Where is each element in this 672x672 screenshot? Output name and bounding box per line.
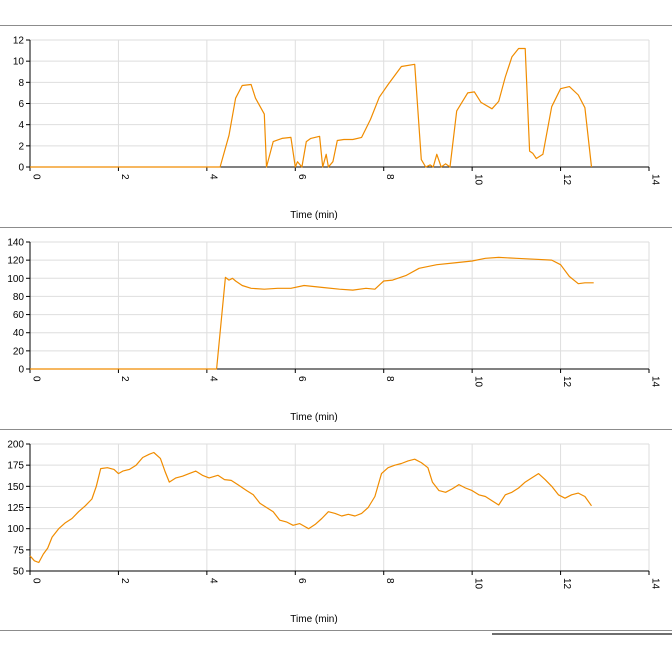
chart-panel-2: 0 20 40 60 80 100 120 140 0 2 4 6 8 10 12 14 Time (min): [0, 227, 672, 428]
x-tick-label: 10: [473, 376, 484, 388]
y-tick-label: 60: [13, 310, 25, 321]
x-tick-label: 10: [473, 174, 484, 186]
y-tick-label: 150: [7, 482, 24, 493]
line-chart-2: 0 20 40 60 80 100 120 140 0 2 4 6 8 10 12 14 Time (min): [7, 238, 661, 424]
y-tick-label: 20: [13, 346, 25, 357]
x-tick-label: 14: [650, 578, 661, 590]
y-tick-label: 4: [18, 120, 24, 131]
y-tick-label: 40: [13, 328, 25, 339]
x-tick-label: 6: [296, 578, 307, 584]
y-tick-label: 100: [7, 274, 24, 285]
x-tick-label: 10: [473, 578, 484, 590]
series-line: [29, 451, 592, 564]
line-chart-1: 0 2 4 6 8 10 12 0 2 4 6 8 10 12 14 Time (min): [13, 36, 661, 222]
x-tick-label: 14: [650, 174, 661, 186]
x-tick-label: 2: [119, 578, 130, 584]
x-axis-label: Time (min): [290, 614, 337, 625]
x-axis-label: Time (min): [290, 210, 337, 221]
y-tick-label: 6: [18, 99, 24, 110]
y-tick-label: 140: [7, 238, 24, 249]
y-tick-label: 200: [7, 440, 24, 451]
x-tick-label: 8: [384, 174, 395, 180]
x-tick-label: 2: [119, 376, 130, 382]
x-tick-label: 8: [384, 578, 395, 584]
y-tick-label: 2: [18, 141, 24, 152]
x-tick-label: 0: [31, 174, 42, 180]
line-chart-3: 50 75 100 125 150 175 200 0 2 4 6 8 10 12 14 Time (min): [7, 440, 661, 626]
y-tick-label: 100: [7, 524, 24, 535]
x-tick-label: 0: [31, 578, 42, 584]
x-tick-label: 12: [561, 174, 572, 186]
x-tick-label: 12: [561, 376, 572, 388]
x-tick-label: 6: [296, 174, 307, 180]
x-tick-label: 4: [207, 578, 218, 584]
y-tick-label: 175: [7, 461, 24, 472]
y-tick-label: 125: [7, 503, 24, 514]
x-tick-label: 12: [561, 578, 572, 590]
y-tick-label: 0: [18, 163, 24, 174]
y-tick-label: 8: [18, 78, 24, 89]
y-tick-label: 120: [7, 256, 24, 267]
y-tick-label: 80: [13, 292, 25, 303]
x-tick-label: 4: [207, 174, 218, 180]
y-tick-label: 10: [13, 57, 25, 68]
y-tick-label: 75: [13, 545, 25, 556]
x-tick-label: 4: [207, 376, 218, 382]
x-tick-label: 14: [650, 376, 661, 388]
x-tick-label: 2: [119, 174, 130, 180]
y-tick-label: 0: [18, 365, 24, 376]
x-tick-label: 8: [384, 376, 395, 382]
x-axis-label: Time (min): [290, 412, 337, 423]
chart-panel-3: 50 75 100 125 150 175 200 0 2 4 6 8 10 12 14 Time (min): [0, 429, 672, 630]
horizontal-scrollbar[interactable]: [492, 633, 672, 635]
series-line: [30, 47, 593, 168]
bottom-divider: [0, 630, 672, 631]
chart-panel-1: 0 2 4 6 8 10 12 0 2 4 6 8 10 12 14 Time (min): [0, 25, 672, 226]
y-tick-label: 50: [13, 567, 25, 578]
series-line: [30, 256, 594, 370]
y-tick-label: 12: [13, 36, 25, 47]
x-tick-label: 6: [296, 376, 307, 382]
x-tick-label: 0: [31, 376, 42, 382]
